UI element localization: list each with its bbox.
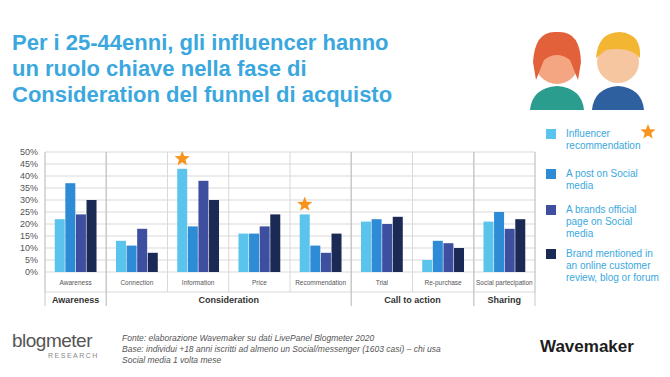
bar xyxy=(76,214,86,272)
y-tick-label: 0% xyxy=(25,267,38,277)
people-icons xyxy=(530,32,644,110)
legend-label: Influencer recommendation xyxy=(566,128,661,152)
bar xyxy=(494,212,504,272)
x-tick-label: Social partecipation xyxy=(476,279,533,287)
bar xyxy=(321,253,331,272)
bar xyxy=(198,181,208,272)
base-note: Base: individui +18 anni iscritti ad alm… xyxy=(122,344,452,366)
legend-label: A post on Social media xyxy=(566,168,661,192)
category-separator xyxy=(290,152,291,292)
title: Per i 25-44enni, gli influencer hanno un… xyxy=(12,30,392,108)
y-tick-label: 40% xyxy=(20,171,38,181)
bar xyxy=(382,224,392,272)
group-separator xyxy=(106,152,107,306)
group-separator xyxy=(45,152,46,306)
legend-label: Brand mentioned in an online customer re… xyxy=(566,248,661,284)
bar xyxy=(188,226,198,272)
legend-swatch xyxy=(546,205,556,215)
y-tick-label: 15% xyxy=(20,231,38,241)
category-separator xyxy=(167,152,168,292)
group-rule xyxy=(45,292,535,293)
y-tick-label: 45% xyxy=(20,159,38,169)
x-tick-label: Connection xyxy=(120,279,153,286)
x-tick-label: Information xyxy=(182,279,215,286)
icon-hair xyxy=(596,32,640,58)
bar xyxy=(116,241,126,272)
group-label: Awareness xyxy=(52,295,99,305)
group-separator xyxy=(106,152,107,306)
legend-swatch xyxy=(546,129,556,139)
bar xyxy=(209,200,219,272)
bar xyxy=(454,248,464,272)
highlight-star xyxy=(297,196,312,210)
bars xyxy=(55,169,526,272)
x-tick-label: Awareness xyxy=(60,279,93,286)
y-tick-label: 35% xyxy=(20,183,38,193)
bar xyxy=(515,219,525,272)
category-separator xyxy=(228,152,229,292)
bar xyxy=(372,219,382,272)
bar xyxy=(148,253,158,272)
legend-swatch xyxy=(546,249,556,259)
bar xyxy=(422,260,432,272)
group-separator xyxy=(351,152,352,306)
y-tick-label: 25% xyxy=(20,207,38,217)
y-tick-label: 5% xyxy=(25,255,38,265)
bar xyxy=(505,229,515,272)
y-tick-label: 10% xyxy=(20,243,38,253)
y-tick-label: 30% xyxy=(20,195,38,205)
group-separator xyxy=(473,152,474,306)
bar xyxy=(177,169,187,272)
bar xyxy=(332,234,342,272)
bar xyxy=(310,246,320,272)
source-note: Fonte: elaborazione Wavemaker su dati Li… xyxy=(122,333,522,344)
y-tick-label: 20% xyxy=(20,219,38,229)
bar xyxy=(55,219,65,272)
bar xyxy=(483,222,493,272)
bar xyxy=(260,226,270,272)
icon-body xyxy=(592,86,644,110)
bar xyxy=(249,234,259,272)
bar xyxy=(443,243,453,272)
group-separator xyxy=(473,152,474,306)
bar xyxy=(361,222,371,272)
icon-body xyxy=(530,86,584,110)
bar xyxy=(238,234,248,272)
bar xyxy=(433,241,443,272)
group-separator xyxy=(535,152,536,306)
highlight-star xyxy=(175,151,190,165)
group-label: Consideration xyxy=(198,295,259,305)
bar xyxy=(137,229,147,272)
icon-hair xyxy=(533,32,581,80)
x-tick-label: Price xyxy=(252,279,267,286)
legend-label: A brands official page on Social media xyxy=(566,204,661,240)
logo-wavemaker: Wavemaker xyxy=(540,337,634,357)
x-tick-label: Re-purchase xyxy=(425,279,463,287)
x-tick-label: Trial xyxy=(376,279,389,286)
bar xyxy=(270,214,280,272)
bar xyxy=(87,200,97,272)
group-label: Call to action xyxy=(384,295,441,305)
legend-swatch xyxy=(546,169,556,179)
bar xyxy=(393,217,403,272)
bar xyxy=(127,246,137,272)
logo-research: RESEARCH xyxy=(48,352,99,359)
x-tick-label: Recommendation xyxy=(295,279,346,286)
group-label: Sharing xyxy=(488,295,522,305)
category-separator xyxy=(412,152,413,292)
bar xyxy=(65,183,75,272)
logo-blogmeter: blogmeter xyxy=(12,330,92,352)
bar xyxy=(300,214,310,272)
legend-star xyxy=(640,124,655,138)
y-tick-label: 50% xyxy=(20,147,38,157)
group-separator xyxy=(351,152,352,306)
